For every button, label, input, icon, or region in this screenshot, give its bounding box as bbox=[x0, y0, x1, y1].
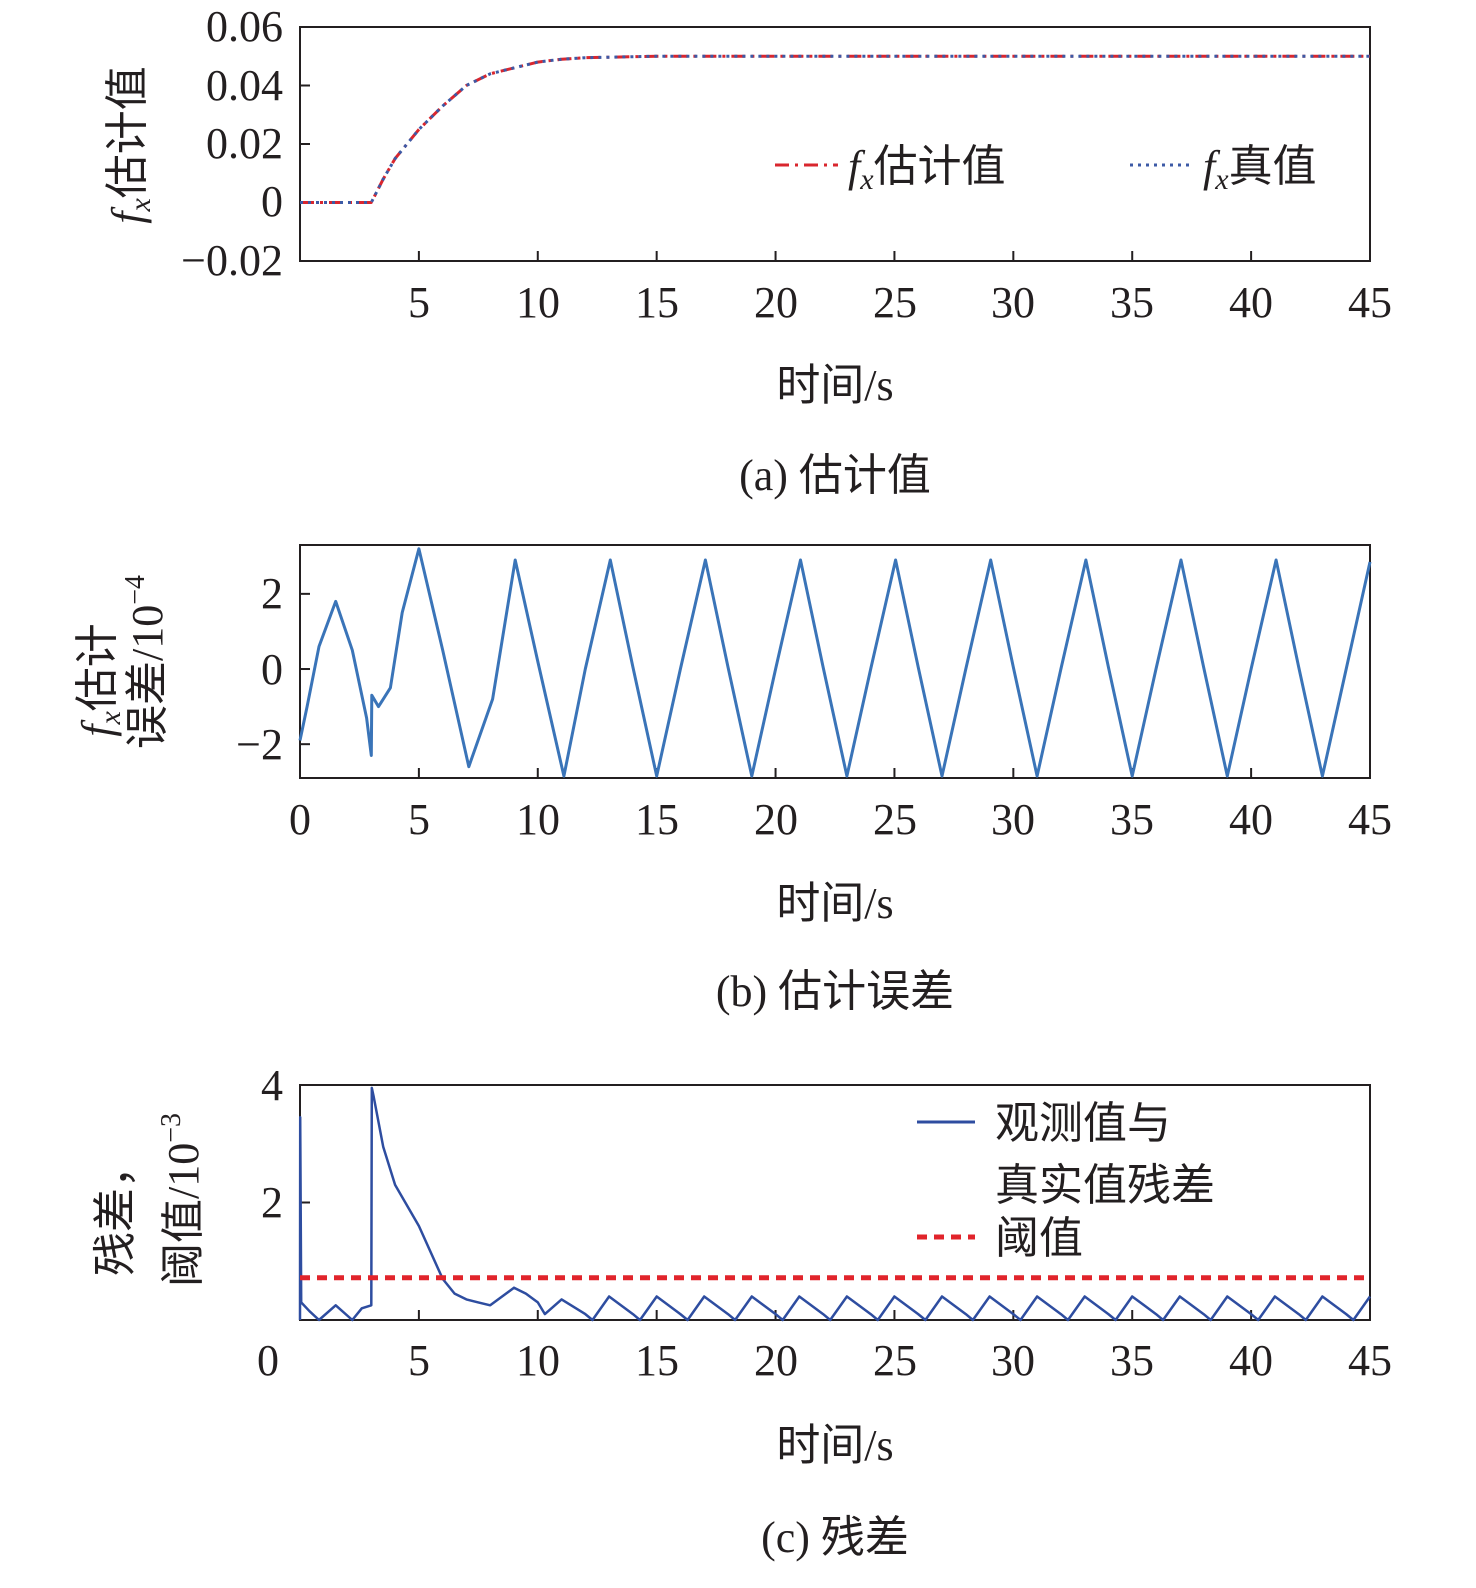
c-xtick-2: 10 bbox=[516, 1336, 560, 1385]
b-ytick-1: 0 bbox=[261, 645, 283, 694]
panel-b-frame bbox=[299, 544, 1371, 779]
c-xtick-6: 30 bbox=[991, 1336, 1035, 1385]
panel-a-estimate: 0.06 0.04 0.02 0 −0.02 5 10 15 20 25 30 … bbox=[103, 2, 1392, 500]
c-ylabel-line2: 阈值/10−3 bbox=[156, 1113, 208, 1287]
c-xtick-0: 0 bbox=[257, 1336, 279, 1385]
c-xtick-8: 40 bbox=[1229, 1336, 1273, 1385]
a-xtick-6: 35 bbox=[1110, 278, 1154, 327]
series-line-estimate bbox=[300, 54, 1370, 204]
c-ylabel-line1: 残差， bbox=[91, 1144, 140, 1276]
b-xtick-0: 0 bbox=[289, 795, 311, 844]
c-xtick-1: 5 bbox=[408, 1336, 430, 1385]
c-xtick-9: 45 bbox=[1348, 1336, 1392, 1385]
panel-b-series bbox=[298, 547, 1372, 778]
a-xtick-2: 15 bbox=[635, 278, 679, 327]
panel-c-series bbox=[298, 1086, 1372, 1322]
b-xtick-2: 10 bbox=[516, 795, 560, 844]
a-legend-label-true: fx真值 bbox=[1203, 142, 1317, 196]
b-xtick-5: 25 bbox=[873, 795, 917, 844]
c-legend-label-threshold: 阈值 bbox=[995, 1214, 1083, 1263]
b-xtick-6: 30 bbox=[991, 795, 1035, 844]
panel-b-ticks bbox=[299, 592, 1371, 778]
b-ylabel-line2: 误差/10−4 bbox=[120, 575, 172, 749]
c-legend-label-residual-2: 真实值残差 bbox=[995, 1161, 1215, 1210]
panel-b-error: 2 0 −2 0 5 10 15 20 25 30 35 40 45 fx估计 … bbox=[73, 544, 1392, 1016]
a-xtick-5: 30 bbox=[991, 278, 1035, 327]
a-xlabel: 时间/s bbox=[776, 361, 893, 410]
series-line-error bbox=[298, 547, 1372, 778]
c-xtick-3: 15 bbox=[635, 1336, 679, 1385]
a-legend: fx估计值 fx真值 bbox=[775, 142, 1317, 196]
a-xtick-8: 45 bbox=[1348, 278, 1392, 327]
a-ytick-3: 0 bbox=[261, 177, 283, 226]
b-xtick-1: 5 bbox=[408, 795, 430, 844]
b-ylabel-line1: fx估计 bbox=[73, 623, 127, 737]
b-xtick-9: 45 bbox=[1348, 795, 1392, 844]
a-xtick-0: 5 bbox=[408, 278, 430, 327]
a-xtick-4: 25 bbox=[873, 278, 917, 327]
b-ytick-0: 2 bbox=[261, 569, 283, 618]
a-ytick-4: −0.02 bbox=[181, 236, 283, 285]
a-ytick-1: 0.04 bbox=[206, 61, 283, 110]
panel-a-series bbox=[300, 54, 1370, 204]
c-legend: 观测值与 真实值残差 阈值 bbox=[917, 1099, 1215, 1263]
b-xtick-8: 40 bbox=[1229, 795, 1273, 844]
c-xtick-4: 20 bbox=[754, 1336, 798, 1385]
panel-c-residual: 4 2 0 5 10 15 20 25 30 35 40 45 残差， 阈值/1… bbox=[91, 1061, 1392, 1562]
c-xtick-5: 25 bbox=[873, 1336, 917, 1385]
c-xlabel: 时间/s bbox=[776, 1421, 893, 1470]
a-legend-label-estimate: fx估计值 bbox=[848, 142, 1006, 196]
c-ytick-0: 4 bbox=[261, 1061, 283, 1110]
b-xtick-4: 20 bbox=[754, 795, 798, 844]
a-xtick-7: 40 bbox=[1229, 278, 1273, 327]
b-caption: (b) 估计误差 bbox=[716, 967, 954, 1016]
a-ytick-0: 0.06 bbox=[206, 2, 283, 51]
c-xtick-7: 35 bbox=[1110, 1336, 1154, 1385]
a-ylabel: fx估计值 bbox=[103, 66, 157, 224]
b-ytick-2: −2 bbox=[236, 720, 283, 769]
c-legend-label-residual-1: 观测值与 bbox=[995, 1099, 1171, 1148]
series-line-residual bbox=[298, 1086, 1372, 1322]
a-caption: (a) 估计值 bbox=[739, 451, 931, 500]
b-xlabel: 时间/s bbox=[776, 879, 893, 928]
a-xtick-1: 10 bbox=[516, 278, 560, 327]
c-ytick-1: 2 bbox=[261, 1178, 283, 1227]
b-xtick-7: 35 bbox=[1110, 795, 1154, 844]
a-ytick-2: 0.02 bbox=[206, 119, 283, 168]
c-caption: (c) 残差 bbox=[761, 1513, 909, 1562]
a-xtick-3: 20 bbox=[754, 278, 798, 327]
b-xtick-3: 15 bbox=[635, 795, 679, 844]
